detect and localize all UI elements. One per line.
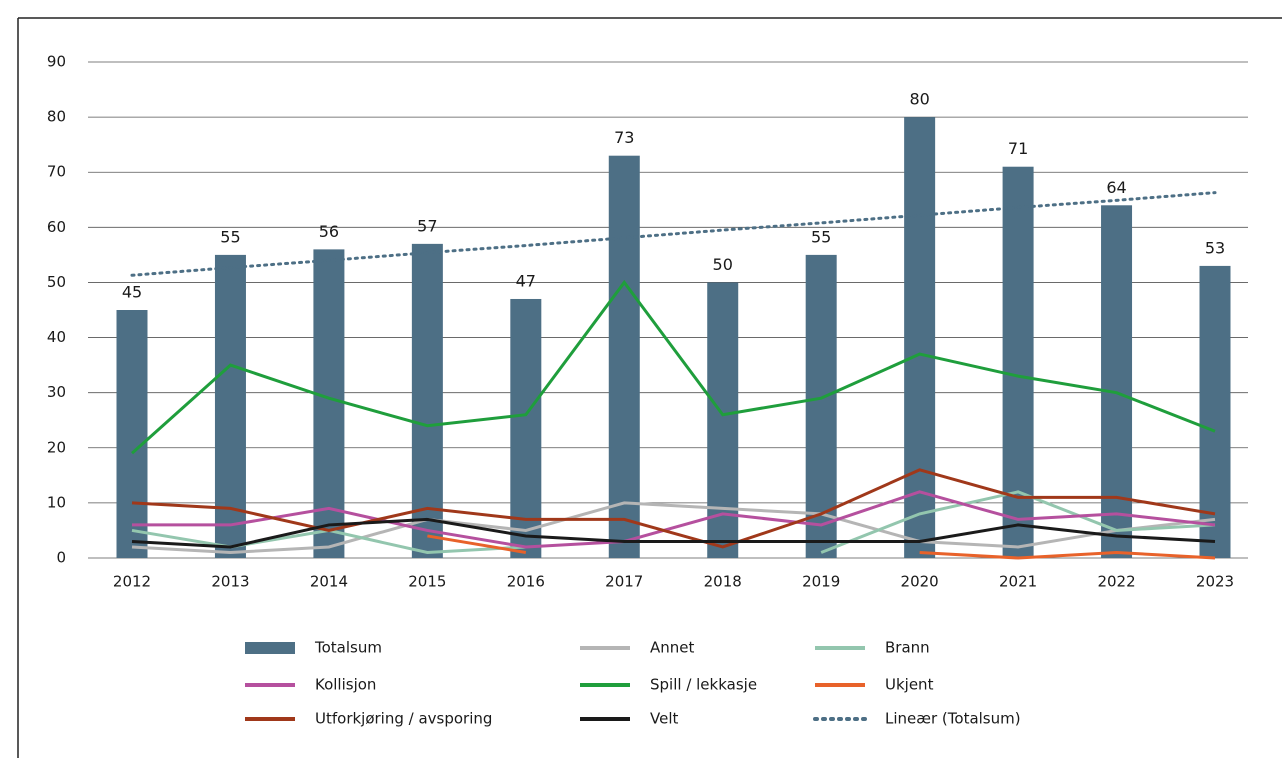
bar bbox=[904, 117, 936, 558]
legend-label: Kollisjon bbox=[315, 676, 376, 694]
legend-label: Annet bbox=[650, 639, 695, 657]
bar bbox=[707, 282, 739, 558]
y-tick-label: 80 bbox=[47, 108, 66, 126]
x-tick-label: 2014 bbox=[310, 573, 348, 591]
x-tick-label: 2021 bbox=[999, 573, 1037, 591]
bar-label: 55 bbox=[220, 227, 240, 246]
legend-label: Totalsum bbox=[314, 639, 382, 657]
bar bbox=[313, 249, 345, 558]
line bbox=[427, 534, 527, 554]
bar-label: 56 bbox=[319, 222, 339, 241]
x-tick-label: 2012 bbox=[113, 573, 151, 591]
y-tick-label: 60 bbox=[47, 218, 66, 236]
bar bbox=[1002, 166, 1034, 558]
x-tick-label: 2018 bbox=[704, 573, 742, 591]
bar-label: 64 bbox=[1106, 178, 1126, 197]
line bbox=[130, 279, 1216, 455]
bar-label: 53 bbox=[1205, 238, 1225, 257]
bar-label: 80 bbox=[909, 90, 929, 109]
line bbox=[919, 550, 1216, 560]
bar bbox=[805, 254, 837, 558]
trend-line bbox=[130, 191, 1217, 277]
bar bbox=[608, 155, 640, 558]
y-tick-label: 90 bbox=[47, 53, 66, 71]
bar bbox=[1101, 205, 1133, 559]
bar bbox=[510, 298, 542, 558]
bar bbox=[116, 310, 148, 558]
y-tick-label: 20 bbox=[47, 438, 66, 456]
y-tick-label: 30 bbox=[47, 383, 66, 401]
legend-label: Spill / lekkasje bbox=[650, 676, 757, 694]
y-tick-label: 50 bbox=[47, 273, 66, 291]
legend-label: Brann bbox=[885, 639, 930, 657]
line bbox=[131, 501, 1216, 554]
x-tick-label: 2016 bbox=[507, 573, 545, 591]
x-tick-label: 2013 bbox=[211, 573, 249, 591]
bar-label: 50 bbox=[713, 255, 733, 274]
y-tick-label: 70 bbox=[47, 163, 66, 181]
bar-label: 73 bbox=[614, 128, 634, 147]
legend-label: Ukjent bbox=[885, 676, 934, 694]
line bbox=[131, 517, 1216, 549]
x-tick-label: 2015 bbox=[408, 573, 446, 591]
x-tick-label: 2022 bbox=[1097, 573, 1135, 591]
x-tick-label: 2017 bbox=[605, 573, 643, 591]
line bbox=[820, 490, 1216, 554]
x-tick-label: 2019 bbox=[802, 573, 840, 591]
legend-label: Utforkjøring / avsporing bbox=[315, 710, 492, 728]
y-tick-label: 40 bbox=[47, 328, 66, 346]
x-tick-label: 2023 bbox=[1196, 573, 1234, 591]
bar bbox=[1199, 265, 1231, 558]
bar bbox=[411, 243, 443, 558]
bar bbox=[214, 254, 246, 558]
bar-label: 55 bbox=[811, 227, 831, 246]
bar-label: 57 bbox=[417, 216, 437, 235]
legend-swatch bbox=[245, 642, 295, 654]
bar-label: 71 bbox=[1008, 139, 1028, 158]
bar-label: 47 bbox=[516, 271, 536, 290]
x-tick-label: 2020 bbox=[901, 573, 939, 591]
y-tick-label: 10 bbox=[47, 493, 66, 511]
line bbox=[132, 490, 1216, 549]
y-tick-label: 0 bbox=[56, 549, 66, 567]
legend-label: Velt bbox=[650, 710, 678, 728]
bar-label: 45 bbox=[122, 283, 142, 302]
legend-label: Lineær (Totalsum) bbox=[885, 710, 1021, 728]
line bbox=[131, 468, 1216, 549]
